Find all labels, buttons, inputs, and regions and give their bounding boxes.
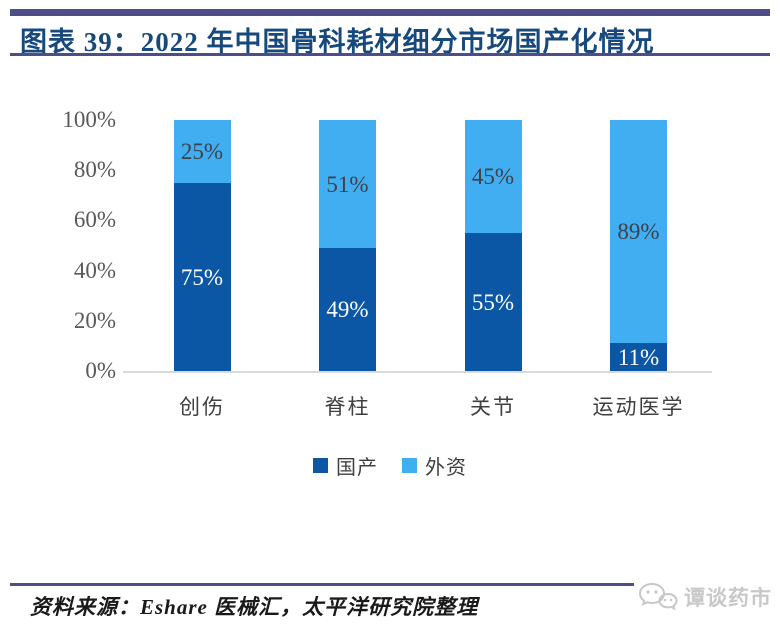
y-axis-tick-label: 0% [85,358,116,383]
data-label: 11% [617,344,660,370]
data-label: 49% [326,297,369,322]
x-axis-category-label: 脊柱 [324,395,371,419]
title-underline-rule [10,53,770,56]
top-rule [10,9,770,16]
segment-国产: 75% [173,183,231,371]
watermark-text: 谭谈药市 [684,586,772,610]
data-label: 89% [617,219,660,244]
segment-国产: 49% [319,248,376,371]
bar-2: 51% 49% [319,120,376,371]
segment-外资: 45% [464,120,522,233]
legend-label: 国产 [336,456,378,479]
y-axis-tick-label: 20% [73,307,116,333]
y-axis-tick-label: 80% [73,157,116,183]
segment-外资: 89% [610,120,667,343]
x-axis-line [123,371,712,373]
legend-swatch [313,457,328,473]
x-axis-category-label: 创伤 [179,395,225,419]
chart-title: 图表 39：2022 年中国骨科耗材细分市场国产化情况 [20,27,655,57]
legend: 国产 外资 [0,451,780,480]
data-label: 55% [471,289,515,315]
data-label: 45% [471,164,515,189]
data-label: 51% [326,171,369,197]
chat-bubbles-icon [638,582,678,611]
y-axis-tick-label: 40% [73,257,116,283]
y-axis-tick-label: 100% [62,107,116,132]
watermark-badge: 谭谈药市 [634,581,776,613]
bar-1: 25% 75% [173,120,231,371]
footer-rule [10,583,770,586]
x-axis-category-label: 关节 [470,395,516,419]
legend-label: 外资 [425,456,467,479]
bar-3: 45% 55% [464,120,522,371]
legend-swatch [402,457,417,473]
segment-外资: 51% [319,120,376,248]
segment-国产: 55% [464,233,522,371]
segment-国产: 11% [610,343,667,371]
data-label: 75% [180,264,224,290]
y-axis-tick-label: 60% [73,207,116,233]
data-label: 25% [180,139,224,164]
legend-item-外资: 外资 [402,451,467,480]
source-note: 资料来源：Eshare 医械汇，太平洋研究院整理 [30,595,479,619]
legend-item-国产: 国产 [313,451,378,480]
bar-4: 89% 11% [610,120,667,371]
x-axis-category-label: 运动医学 [592,395,685,419]
segment-外资: 25% [173,120,231,183]
